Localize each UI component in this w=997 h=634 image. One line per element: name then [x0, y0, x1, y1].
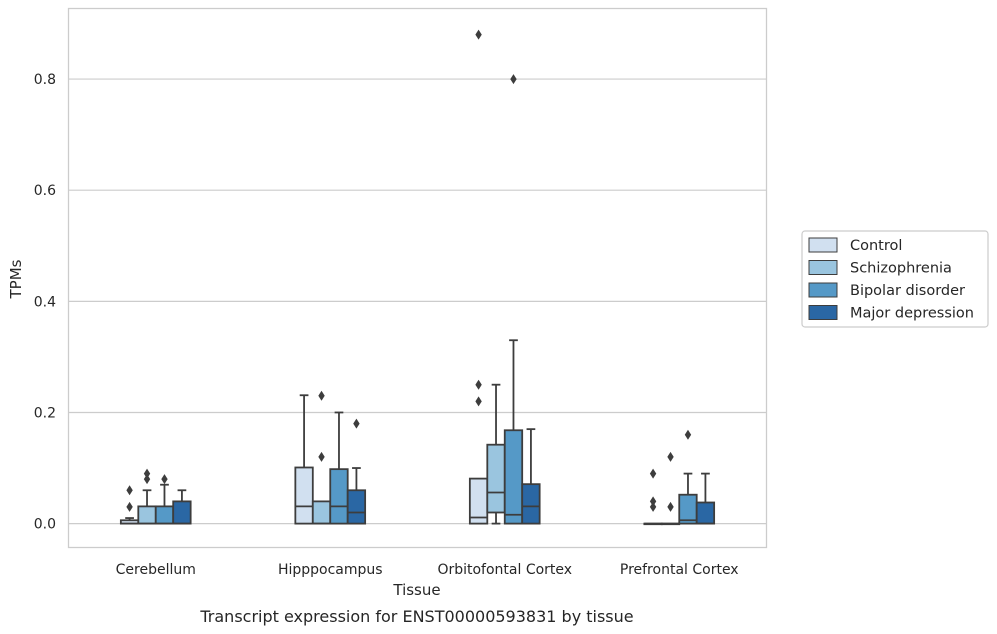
outlier-point — [649, 468, 657, 479]
legend-swatch — [808, 305, 838, 320]
outlier-point — [684, 429, 692, 440]
box-body — [137, 505, 157, 525]
box-body — [503, 429, 524, 525]
y-axis-label: TPMs — [7, 259, 25, 299]
y-tick-label: 0.0 — [34, 517, 56, 533]
box — [154, 474, 175, 525]
legend-label: Control — [850, 238, 902, 254]
outlier-point — [475, 29, 482, 40]
box — [119, 485, 140, 525]
outlier-point — [475, 396, 482, 407]
outlier-point — [649, 501, 657, 512]
box — [503, 74, 524, 525]
box-body — [172, 500, 192, 525]
legend-label: Schizophrenia — [850, 261, 952, 277]
legend-swatch — [808, 282, 838, 298]
outlier-point — [649, 496, 657, 507]
y-tick-labels: 0.0 0.2 0.4 0.6 0.8 — [34, 72, 56, 533]
box-body — [329, 468, 349, 525]
outlier-point — [126, 485, 133, 496]
box-body — [695, 501, 716, 525]
outlier-point — [143, 474, 151, 485]
y-tick-label: 0.4 — [34, 294, 56, 310]
outlier-point — [510, 74, 517, 85]
box-body — [486, 443, 506, 514]
outlier-point — [143, 468, 151, 479]
x-tick-labels: Cerebellum Hipppocampus Orbitofontal Corte… — [116, 562, 739, 578]
box — [294, 394, 314, 525]
box — [311, 390, 332, 525]
x-tick-label: Prefrontal Cortex — [620, 562, 739, 578]
box — [695, 472, 716, 525]
box-body — [346, 489, 367, 525]
box — [329, 411, 349, 525]
outlier-point — [667, 451, 674, 462]
box-body — [294, 466, 314, 525]
x-axis-label: Tissue — [392, 581, 440, 599]
box — [660, 451, 681, 526]
legend-frame — [801, 230, 989, 328]
legend-swatch — [808, 237, 838, 253]
y-tick-label: 0.8 — [34, 72, 56, 88]
outlier-point — [126, 501, 133, 512]
box-body — [154, 505, 175, 525]
plot-frame — [67, 7, 768, 549]
x-tick-label: Hipppocampus — [278, 562, 383, 578]
box — [678, 429, 698, 525]
outlier-point — [353, 418, 360, 429]
box — [172, 489, 192, 525]
box — [521, 428, 541, 525]
box — [346, 418, 367, 525]
outlier-point — [475, 379, 482, 390]
legend: Control Schizophrenia Bipolar disorder Majo… — [801, 230, 989, 328]
chart-caption: Transcript expression for ENST0000059383… — [199, 607, 633, 626]
y-tick-label: 0.2 — [34, 405, 56, 421]
y-tick-label: 0.6 — [34, 183, 56, 199]
box-body — [521, 483, 541, 525]
box — [643, 468, 663, 526]
outlier-point — [667, 501, 674, 512]
outlier-point — [161, 474, 168, 485]
legend-swatch — [808, 260, 838, 275]
box-body — [678, 493, 698, 525]
legend-label: Major depression — [850, 306, 974, 322]
box-plot-series — [119, 29, 716, 526]
legend-label: Bipolar disorder — [850, 283, 965, 299]
outlier-point — [318, 390, 325, 401]
x-tick-label: Cerebellum — [116, 562, 196, 578]
outlier-point — [318, 451, 325, 462]
box — [137, 468, 157, 525]
box — [468, 29, 489, 525]
box-body — [311, 500, 332, 525]
grid-lines — [68, 78, 767, 525]
x-tick-label: Orbitofontal Cortex — [437, 562, 572, 578]
box — [486, 383, 506, 525]
